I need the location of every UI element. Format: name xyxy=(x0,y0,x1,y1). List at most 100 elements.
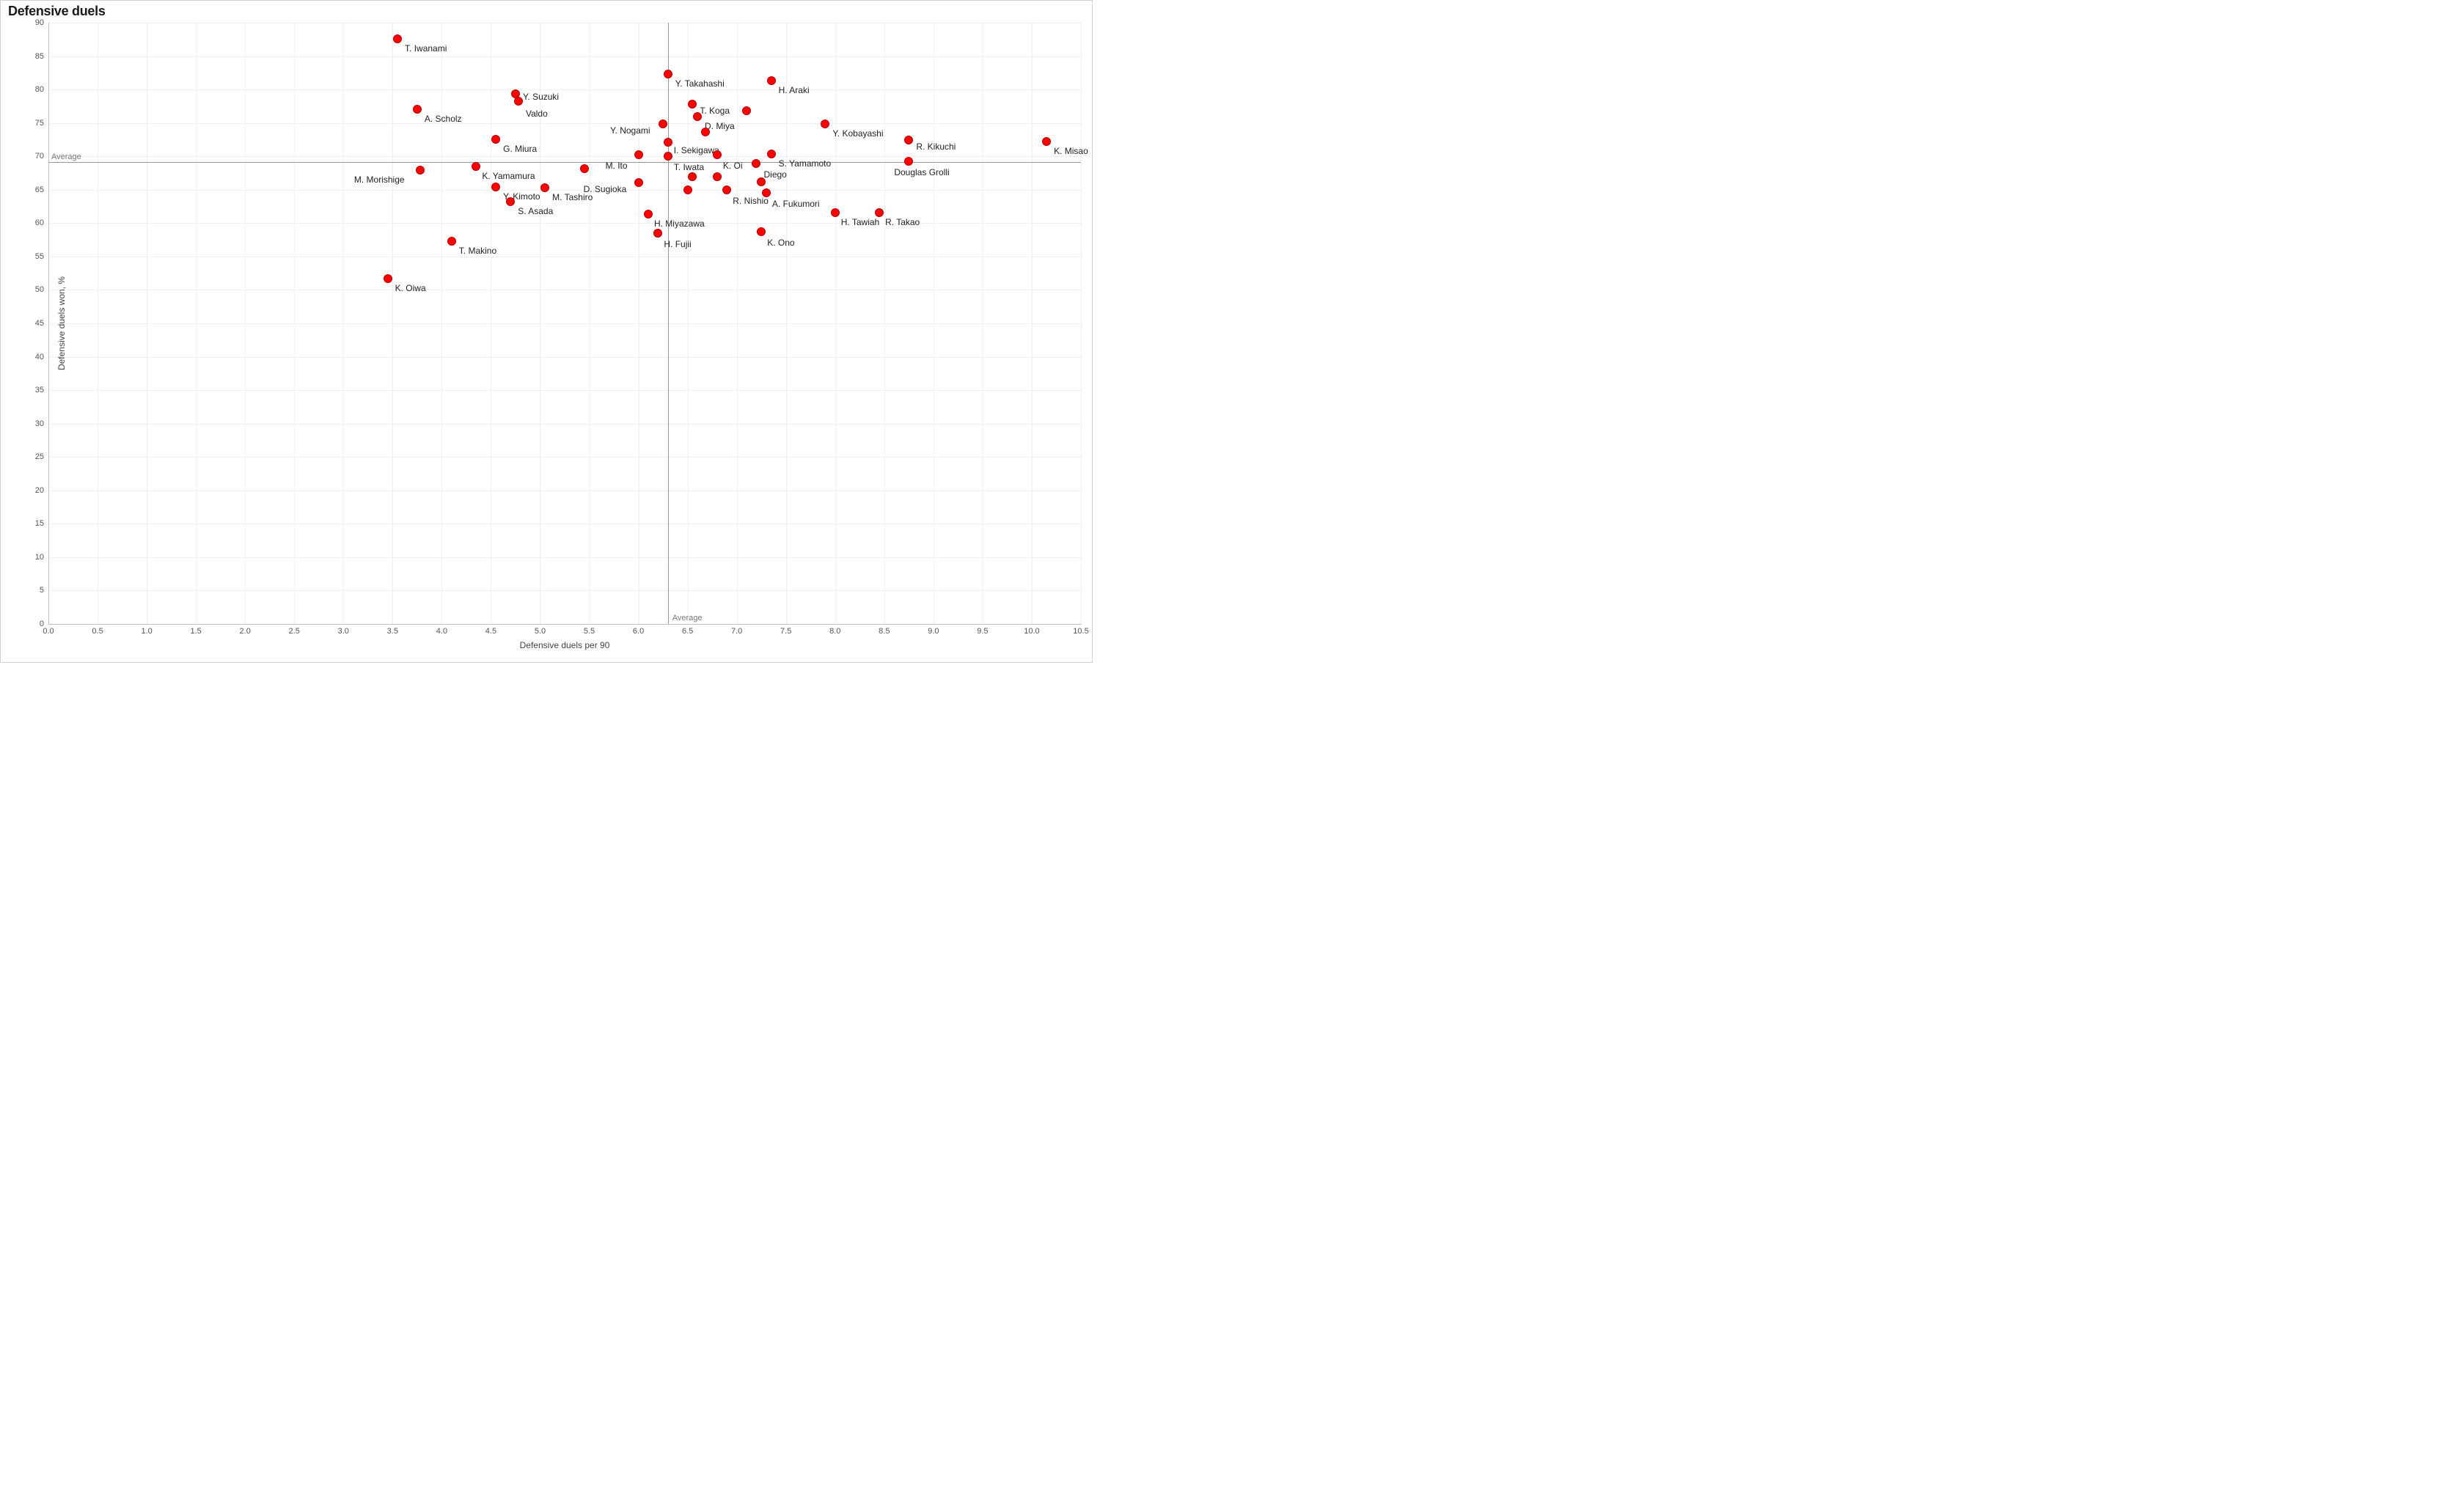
data-point[interactable] xyxy=(659,120,667,128)
avg-label-x: Average xyxy=(672,614,703,622)
gridline-y xyxy=(48,123,1081,124)
plot-area: 0.00.51.01.52.02.53.03.54.04.55.05.56.06… xyxy=(48,23,1081,624)
data-point-label: G. Miura xyxy=(503,144,537,154)
data-point[interactable] xyxy=(688,100,697,109)
data-point[interactable] xyxy=(767,150,776,158)
data-point-label: A. Scholz xyxy=(425,114,462,124)
gridline-y xyxy=(48,223,1081,224)
gridline-y xyxy=(48,357,1081,358)
data-point[interactable] xyxy=(713,150,722,159)
data-point[interactable] xyxy=(875,208,884,217)
data-point-label: Valdo xyxy=(526,109,548,119)
data-point-label: Y. Suzuki xyxy=(523,92,559,102)
data-point[interactable] xyxy=(506,197,515,206)
data-point[interactable] xyxy=(722,186,731,194)
data-point-label: Y. Kobayashi xyxy=(832,128,883,139)
y-tick-label: 80 xyxy=(35,85,44,94)
data-point[interactable] xyxy=(688,172,697,181)
x-tick-label: 8.5 xyxy=(879,627,890,636)
avg-label-y: Average xyxy=(51,152,81,161)
data-point[interactable] xyxy=(904,157,913,166)
data-point[interactable] xyxy=(762,188,771,197)
y-tick-label: 30 xyxy=(35,419,44,428)
x-tick-label: 5.0 xyxy=(535,627,546,636)
data-point-label: T. Iwata xyxy=(674,162,704,172)
data-point-label: K. Oi xyxy=(723,161,743,171)
data-point[interactable] xyxy=(821,120,829,128)
x-tick-label: 1.0 xyxy=(141,627,152,636)
data-point[interactable] xyxy=(757,177,766,186)
data-point[interactable] xyxy=(757,227,766,236)
data-point[interactable] xyxy=(634,178,643,187)
data-point[interactable] xyxy=(540,183,549,192)
x-tick-label: 10.0 xyxy=(1024,627,1039,636)
data-point-label: A. Fukumori xyxy=(772,199,820,209)
gridline-y xyxy=(48,190,1081,191)
data-point[interactable] xyxy=(701,128,710,136)
x-tick-label: 2.5 xyxy=(289,627,300,636)
data-point[interactable] xyxy=(653,229,662,238)
data-point[interactable] xyxy=(904,136,913,144)
data-point[interactable] xyxy=(767,76,776,85)
data-point[interactable] xyxy=(634,150,643,159)
data-point[interactable] xyxy=(1042,137,1051,146)
data-point-label: H. Fujii xyxy=(664,239,691,249)
data-point[interactable] xyxy=(384,274,392,283)
data-point-label: K. Yamamura xyxy=(482,171,535,181)
data-point[interactable] xyxy=(514,97,523,106)
y-tick-label: 55 xyxy=(35,252,44,261)
data-point[interactable] xyxy=(413,105,422,114)
data-point[interactable] xyxy=(664,138,672,147)
x-tick-label: 8.0 xyxy=(829,627,840,636)
x-tick-label: 6.0 xyxy=(633,627,644,636)
data-point[interactable] xyxy=(393,34,402,43)
data-point[interactable] xyxy=(472,162,480,171)
data-point-label: Y. Takahashi xyxy=(675,78,725,89)
y-tick-label: 15 xyxy=(35,519,44,528)
data-point-label: R. Kikuchi xyxy=(916,142,956,152)
data-point-label: T. Koga xyxy=(700,106,730,116)
y-tick-label: 40 xyxy=(35,353,44,361)
data-point[interactable] xyxy=(447,237,456,246)
avg-line-horizontal xyxy=(48,162,1081,163)
x-tick-label: 7.5 xyxy=(780,627,791,636)
y-tick-label: 25 xyxy=(35,452,44,461)
y-tick-label: 5 xyxy=(40,586,44,595)
data-point-label: R. Nishio xyxy=(733,196,769,206)
data-point[interactable] xyxy=(713,172,722,181)
gridline-y xyxy=(48,424,1081,425)
data-point-label: M. Morishige xyxy=(354,175,405,185)
chart-title: Defensive duels xyxy=(8,4,106,19)
x-tick-label: 0.5 xyxy=(92,627,103,636)
data-point-label: K. Misao xyxy=(1054,146,1088,156)
gridline-y xyxy=(48,89,1081,90)
data-point[interactable] xyxy=(416,166,425,175)
avg-line-vertical xyxy=(668,23,669,624)
data-point[interactable] xyxy=(742,106,751,115)
y-tick-label: 45 xyxy=(35,319,44,328)
x-tick-label: 9.5 xyxy=(977,627,988,636)
data-point[interactable] xyxy=(491,135,500,144)
y-tick-label: 50 xyxy=(35,285,44,294)
data-point[interactable] xyxy=(693,112,702,121)
data-point[interactable] xyxy=(752,159,760,168)
x-tick-label: 4.0 xyxy=(436,627,447,636)
data-point-label: S. Asada xyxy=(518,206,553,216)
data-point[interactable] xyxy=(580,164,589,173)
data-point[interactable] xyxy=(664,152,672,161)
y-tick-label: 70 xyxy=(35,152,44,161)
gridline-y xyxy=(48,390,1081,391)
data-point[interactable] xyxy=(644,210,653,218)
data-point[interactable] xyxy=(664,70,672,78)
data-point[interactable] xyxy=(491,183,500,191)
x-tick-label: 9.0 xyxy=(928,627,939,636)
data-point[interactable] xyxy=(683,186,692,194)
data-point-label: Y. Nogami xyxy=(610,125,650,136)
data-point-label: Douglas Grolli xyxy=(894,167,949,177)
data-point[interactable] xyxy=(831,208,840,217)
y-tick-label: 60 xyxy=(35,218,44,227)
data-point-label: M. Ito xyxy=(606,161,628,171)
data-point-label: Diego xyxy=(763,169,786,180)
gridline-x xyxy=(1081,23,1082,624)
y-tick-label: 20 xyxy=(35,486,44,495)
